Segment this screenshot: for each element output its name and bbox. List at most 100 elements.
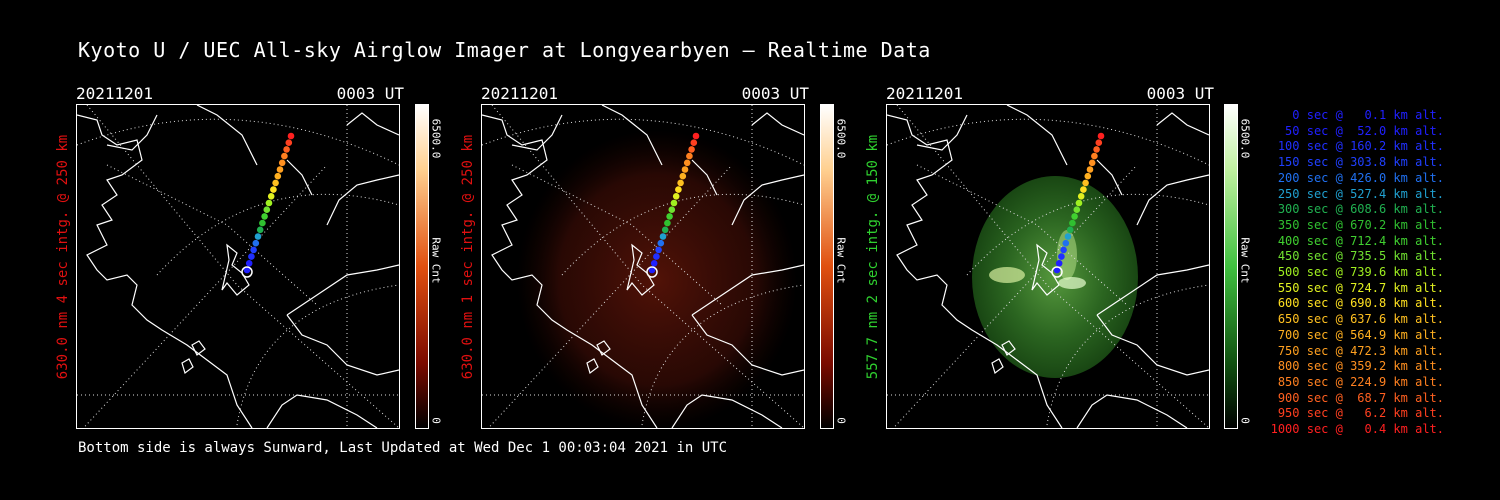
trajectory-point (281, 152, 288, 160)
panel-3-cbar-min: 0 (1238, 417, 1252, 424)
trajectory-point (1073, 206, 1081, 213)
panel-2-cbar-max: 6500.0 (834, 118, 848, 159)
panel-1-cbar-max: 6500.0 (429, 118, 443, 159)
rocket-time-entry: 200 sec @ 426.0 km alt. (1270, 170, 1444, 185)
trajectory-point (263, 206, 271, 213)
trajectory-point (650, 260, 658, 267)
panel-3-ylabel: 557.7 nm 2 sec intg. @ 150 km (862, 84, 884, 429)
trajectory-point (688, 146, 695, 153)
panel-2-header: 20211201 0003 UT (481, 84, 811, 104)
footer-note: Bottom side is always Sunward, Last Upda… (78, 440, 728, 456)
panel-3-colorbar-labels: 6500.0 Raw Cnt 0 (1237, 104, 1253, 427)
trajectory-point (661, 226, 669, 234)
map-canvas (77, 105, 399, 428)
trajectory-point (1069, 219, 1076, 227)
coastlines (77, 105, 399, 428)
rocket-trajectory (1051, 132, 1105, 278)
panel-1-ylabel-text: 630.0 nm 4 sec intg. @ 250 km (55, 134, 71, 379)
trajectory-point (254, 233, 262, 240)
map-grid (482, 105, 804, 428)
trajectory-point (272, 179, 279, 187)
launch-site (241, 266, 253, 278)
trajectory-point (287, 132, 295, 140)
rocket-time-entry: 300 sec @ 608.6 km alt. (1270, 202, 1444, 217)
rocket-time-entry: 1000 sec @ 0.4 km alt. (1270, 422, 1444, 437)
trajectory-point (1084, 172, 1092, 180)
panel-2-colorbar-labels: 6500.0 Raw Cnt 0 (833, 104, 849, 427)
trajectory-point (686, 152, 693, 160)
trajectory-point (1060, 246, 1067, 254)
map-grid (887, 105, 1209, 428)
trajectory-point (256, 226, 264, 234)
panel-2: 20211201 0003 UT (481, 84, 811, 429)
panel-1-colorbar-labels: 6500.0 Raw Cnt 0 (428, 104, 444, 427)
rocket-time-entry: 400 sec @ 712.4 km alt. (1270, 233, 1444, 248)
trajectory-point (683, 159, 691, 167)
rocket-time-entry: 450 sec @ 735.5 km alt. (1270, 249, 1444, 264)
trajectory-point (265, 199, 273, 207)
rocket-trajectory (646, 132, 700, 278)
launch-site (646, 266, 658, 278)
trajectory-point (653, 253, 660, 260)
trajectory-point (657, 239, 665, 247)
trajectory-point (672, 193, 680, 200)
rocket-time-entry: 900 sec @ 68.7 km alt. (1270, 390, 1444, 405)
launch-site (1051, 266, 1063, 278)
rocket-time-entry: 650 sec @ 637.6 km alt. (1270, 312, 1444, 327)
trajectory-point (274, 172, 282, 180)
panel-2-date: 20211201 (481, 84, 559, 103)
rocket-time-entry: 0 sec @ 0.1 km alt. (1270, 108, 1444, 122)
panel-1-ut: 0003 UT (336, 84, 404, 103)
panel-1-cbar-unit: Raw Cnt (429, 237, 443, 284)
panel-3-image[interactable] (886, 104, 1210, 429)
trajectory-point (261, 213, 268, 220)
panel-1-date: 20211201 (76, 84, 154, 103)
trajectory-point (1080, 186, 1087, 193)
trajectory-point (1088, 159, 1096, 167)
panel-2-ylabel-text: 630.0 nm 1 sec intg. @ 250 km (460, 134, 476, 379)
rocket-time-entry: 150 sec @ 303.8 km alt. (1270, 155, 1444, 170)
rocket-time-entry: 50 sec @ 52.0 km alt. (1270, 123, 1444, 138)
panel-1-image[interactable] (76, 104, 400, 429)
trajectory-point (1071, 213, 1078, 220)
trajectory-point (1055, 260, 1063, 267)
airglow-red (517, 130, 797, 428)
rocket-time-entry: 800 sec @ 359.2 km alt. (1270, 359, 1444, 374)
trajectory-point (1086, 166, 1094, 173)
rocket-time-list: 0 sec @ 0.1 km alt. 50 sec @ 52.0 km alt… (1262, 108, 1500, 438)
rocket-time-entry: 950 sec @ 6.2 km alt. (1270, 406, 1444, 421)
panel-1: 20211201 0003 UT (76, 84, 406, 429)
panel-1-header: 20211201 0003 UT (76, 84, 406, 104)
map-grid (77, 105, 399, 428)
panel-1-cbar-min: 0 (429, 417, 443, 424)
trajectory-point (690, 139, 698, 146)
rocket-time-entry: 250 sec @ 527.4 km alt. (1270, 186, 1444, 201)
panel-3-colorbar (1224, 104, 1238, 429)
map-canvas (482, 105, 804, 428)
panel-2-cbar-unit: Raw Cnt (834, 237, 848, 284)
trajectory-point (664, 219, 671, 227)
trajectory-point (659, 233, 667, 240)
panel-1-ylabel: 630.0 nm 4 sec intg. @ 250 km (52, 84, 74, 429)
panel-2-ylabel: 630.0 nm 1 sec intg. @ 250 km (457, 84, 479, 429)
panel-1-colorbar (415, 104, 429, 429)
trajectory-point (668, 206, 676, 213)
panel-2-ut: 0003 UT (741, 84, 809, 103)
trajectory-point (252, 239, 260, 247)
trajectory-point (285, 139, 293, 146)
coastlines (887, 105, 1209, 428)
panel-3-cbar-unit: Raw Cnt (1238, 237, 1252, 284)
page-title: Kyoto U / UEC All-sky Airglow Imager at … (78, 38, 931, 62)
trajectory-point (1062, 239, 1070, 247)
panel-3-header: 20211201 0003 UT (886, 84, 1216, 104)
trajectory-point (677, 179, 684, 187)
trajectory-point (1077, 193, 1085, 200)
trajectory-point (1082, 179, 1089, 187)
rocket-trajectory (241, 132, 295, 278)
panel-2-image[interactable] (481, 104, 805, 429)
panel-3: 20211201 0003 UT (886, 84, 1216, 429)
trajectory-point (1097, 132, 1105, 140)
trajectory-point (270, 186, 277, 193)
rocket-time-entry: 850 sec @ 224.9 km alt. (1270, 374, 1444, 389)
trajectory-point (1058, 253, 1065, 260)
